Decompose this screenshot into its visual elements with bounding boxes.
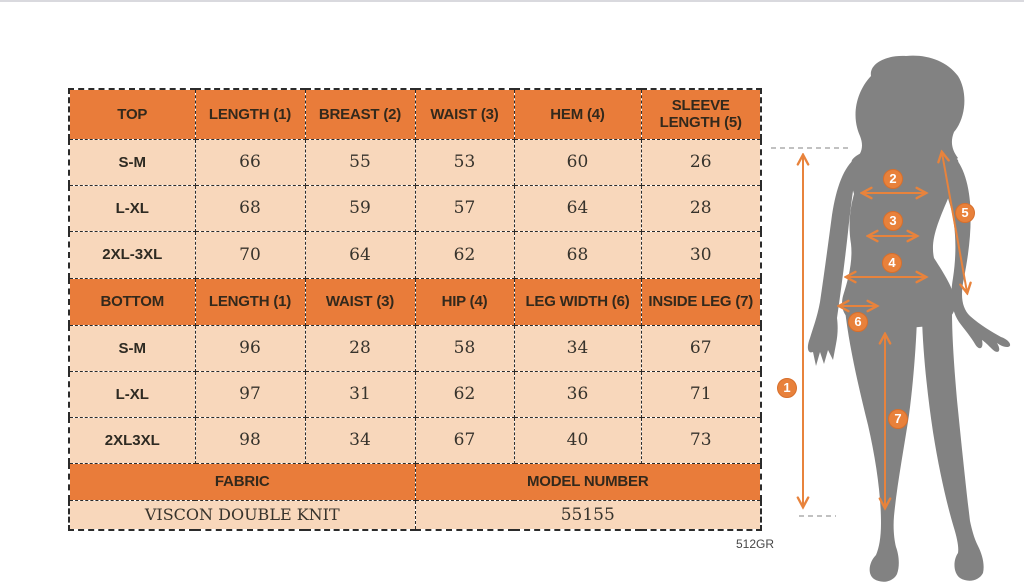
value-cell: 67	[414, 416, 515, 464]
value-cell: 30	[640, 230, 762, 279]
woman-silhouette	[807, 55, 1011, 582]
value-cell: 53	[414, 138, 515, 186]
size-label: S-M	[68, 138, 196, 186]
value-cell: 34	[304, 416, 416, 464]
header-model-number: MODEL NUMBER	[414, 462, 762, 501]
value-cell: 55	[304, 138, 416, 186]
value-cell: 68	[194, 184, 306, 232]
value-cell: 60	[513, 138, 642, 186]
size-label: 2XL3XL	[68, 416, 196, 464]
header-leg-width-6: LEG WIDTH (6)	[513, 277, 642, 326]
right-leg-shape	[922, 312, 984, 581]
fabric-value: VISCON DOUBLE KNIT	[68, 499, 416, 531]
model-number-value: 55155	[414, 499, 762, 531]
left-arm-shape	[807, 158, 858, 366]
table-row: 2XL3XL 98 34 67 40 73	[68, 416, 762, 464]
header-waist-3: WAIST (3)	[414, 88, 515, 140]
value-cell: 97	[194, 370, 306, 418]
table-row: 2XL-3XL 70 64 62 68 30	[68, 230, 762, 279]
value-cell: 68	[513, 230, 642, 279]
sleeve-arrow-5	[942, 153, 967, 292]
value-cell: 71	[640, 370, 762, 418]
left-leg-shape	[845, 310, 917, 582]
value-cell: 59	[304, 184, 416, 232]
value-cell: 66	[194, 138, 306, 186]
measurement-figure: 1 2 3 4 5 6 7	[770, 50, 1024, 584]
table-row: L-XL 97 31 62 36 71	[68, 370, 762, 418]
value-cell: 40	[513, 416, 642, 464]
marker-badge-6: 6	[848, 312, 868, 332]
value-cell: 73	[640, 416, 762, 464]
value-cell: 64	[513, 184, 642, 232]
size-label: 2XL-3XL	[68, 230, 196, 279]
header-sleeve-length-5: SLEEVE LENGTH (5)	[640, 88, 762, 140]
bottom-header-row: BOTTOM LENGTH (1) WAIST (3) HIP (4) LEG …	[68, 277, 762, 326]
header-length-1: LENGTH (1)	[194, 88, 306, 140]
header-hem-4: HEM (4)	[513, 88, 642, 140]
value-cell: 31	[304, 370, 416, 418]
value-cell: 64	[304, 230, 416, 279]
value-cell: 96	[194, 324, 306, 372]
value-cell: 70	[194, 230, 306, 279]
info-value-row: VISCON DOUBLE KNIT 55155	[68, 499, 762, 531]
size-label: L-XL	[68, 370, 196, 418]
top-header-row: TOP LENGTH (1) BREAST (2) WAIST (3) HEM …	[68, 88, 762, 140]
marker-badge-2: 2	[883, 169, 903, 189]
value-cell: 62	[414, 370, 515, 418]
marker-badge-4: 4	[882, 253, 902, 273]
header-waist-3: WAIST (3)	[304, 277, 416, 326]
header-breast-2: BREAST (2)	[304, 88, 416, 140]
right-arm-shape	[943, 152, 1011, 352]
value-cell: 62	[414, 230, 515, 279]
style-code-label: 512GR	[736, 537, 775, 551]
value-cell: 34	[513, 324, 642, 372]
window-top-border	[0, 0, 1024, 2]
header-hip-4: HIP (4)	[414, 277, 515, 326]
size-chart: TOP LENGTH (1) BREAST (2) WAIST (3) HEM …	[68, 88, 762, 531]
header-inside-leg-7: INSIDE LEG (7)	[640, 277, 762, 326]
table-row: S-M 96 28 58 34 67	[68, 324, 762, 372]
head-shape	[854, 55, 965, 167]
table-row: L-XL 68 59 57 64 28	[68, 184, 762, 232]
value-cell: 98	[194, 416, 306, 464]
header-top: TOP	[68, 88, 196, 140]
header-bottom: BOTTOM	[68, 277, 196, 326]
value-cell: 26	[640, 138, 762, 186]
marker-badge-3: 3	[883, 211, 903, 231]
value-cell: 58	[414, 324, 515, 372]
value-cell: 67	[640, 324, 762, 372]
size-label: L-XL	[68, 184, 196, 232]
size-label: S-M	[68, 324, 196, 372]
measurement-arrows	[803, 153, 967, 507]
marker-badge-1: 1	[777, 378, 797, 398]
table-row: S-M 66 55 53 60 26	[68, 138, 762, 186]
size-chart-table: TOP LENGTH (1) BREAST (2) WAIST (3) HEM …	[68, 88, 762, 531]
body-silhouette-diagram	[771, 55, 1011, 582]
guide-dashes	[771, 147, 852, 517]
value-cell: 28	[640, 184, 762, 232]
marker-badge-5: 5	[955, 203, 975, 223]
header-fabric: FABRIC	[68, 462, 416, 501]
value-cell: 36	[513, 370, 642, 418]
value-cell: 28	[304, 324, 416, 372]
header-length-1: LENGTH (1)	[194, 277, 306, 326]
info-header-row: FABRIC MODEL NUMBER	[68, 462, 762, 501]
marker-badge-7: 7	[888, 409, 908, 429]
value-cell: 57	[414, 184, 515, 232]
